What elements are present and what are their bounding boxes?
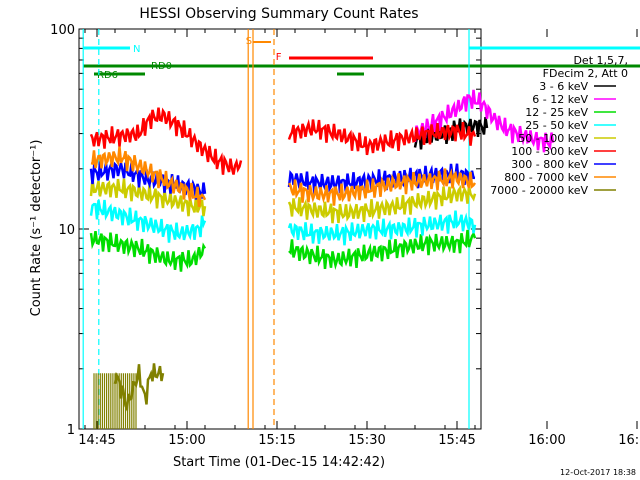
series-2: [89, 229, 477, 272]
x-tick-label: 16:00: [528, 433, 565, 448]
series-1: [413, 89, 555, 153]
series-line: [288, 229, 477, 271]
series-line: [413, 89, 555, 153]
series-line: [89, 231, 207, 272]
y-tick-label: 1: [67, 423, 75, 438]
series-line: [287, 210, 477, 246]
legend-entry-label: 7000 - 20000 keV: [490, 184, 588, 197]
legend-entry-label: 800 - 7000 keV: [504, 171, 588, 184]
series-3: [89, 199, 477, 246]
x-tick-label: 15:00: [168, 433, 205, 448]
x-tick-label: 15:30: [348, 433, 385, 448]
series-line: [287, 168, 477, 206]
annotation-label: RD0: [151, 61, 172, 72]
series-line: [89, 107, 243, 175]
legend-entry-label: 100 - 300 keV: [511, 145, 588, 158]
y-tick-label: 10: [58, 223, 75, 238]
x-tick-label: 15:45: [438, 433, 475, 448]
series-7: [90, 146, 477, 207]
annotation-label: RD6: [97, 70, 118, 81]
series-line: [287, 118, 477, 156]
legend-entry-label: 12 - 25 keV: [525, 106, 588, 119]
annotation-label: N: [133, 44, 140, 55]
series-line: [89, 177, 207, 217]
legend-entry-label: 300 - 800 keV: [511, 158, 588, 171]
series-line: [89, 199, 207, 243]
annotation-label: S: [246, 36, 252, 47]
series-4: [89, 177, 477, 224]
series-line: [113, 363, 165, 414]
series-5: [89, 107, 477, 175]
legend-entry-label: 25 - 50 keV: [525, 119, 588, 132]
y-tick-label: 100: [50, 23, 75, 38]
legend-entry-label: 50 - 100 keV: [518, 132, 588, 145]
x-tick-label: 14:45: [78, 433, 115, 448]
legend-entry-label: 3 - 6 keV: [539, 80, 588, 93]
annotation-label: F: [276, 52, 282, 63]
x-tick-label: 16:15: [618, 433, 640, 448]
x-tick-label: 15:15: [258, 433, 295, 448]
series-line: [287, 184, 477, 224]
series-8: [113, 363, 165, 414]
legend-entry-label: 6 - 12 keV: [532, 93, 588, 106]
series-line: [90, 146, 207, 207]
